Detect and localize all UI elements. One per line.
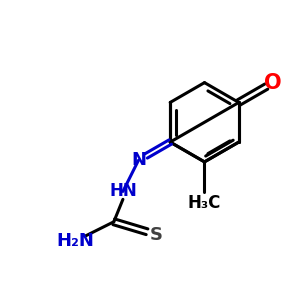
Text: HN: HN xyxy=(109,182,137,200)
Text: N: N xyxy=(131,152,146,169)
Text: H₃C: H₃C xyxy=(188,194,221,212)
Text: H₂N: H₂N xyxy=(56,232,94,250)
Text: O: O xyxy=(264,73,282,93)
Text: S: S xyxy=(150,226,163,244)
